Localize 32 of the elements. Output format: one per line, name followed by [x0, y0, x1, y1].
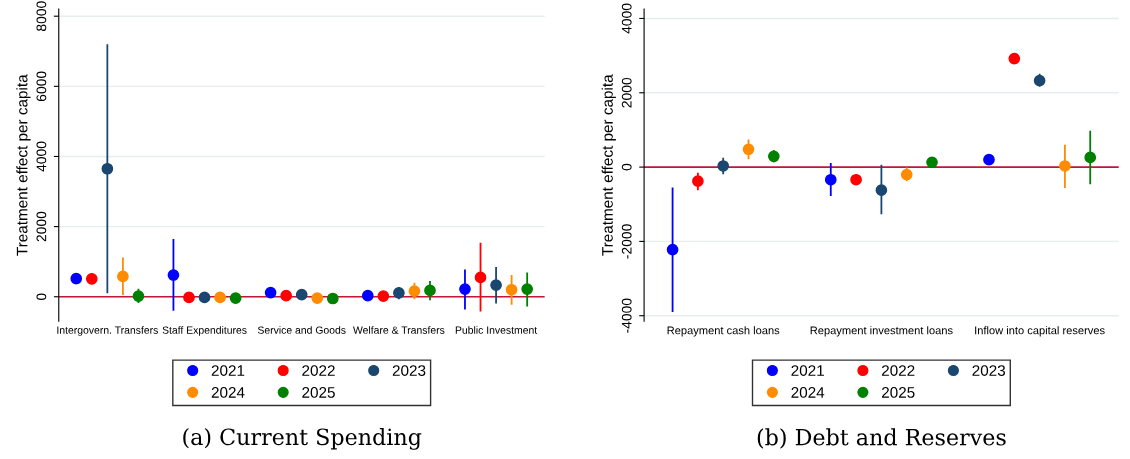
y-tick-label: 0 — [36, 293, 47, 301]
y-tick-label: 2000 — [621, 77, 632, 108]
y-tick-label: 2000 — [36, 211, 47, 242]
y-tick-label: 8000 — [36, 1, 47, 32]
text: (b) Debt and Reserves — [757, 428, 1006, 449]
y-tick-label: 0 — [621, 163, 632, 171]
legend-label: 2024 — [791, 387, 825, 398]
legend-label: 2024 — [211, 387, 245, 398]
legend-label: 2021 — [211, 365, 245, 376]
y-axis-title: Treatment effect per capita — [601, 74, 616, 256]
x-tick-label: Staff Expenditures — [162, 326, 247, 336]
x-tick-label: Inflow into capital reserves — [975, 326, 1105, 337]
x-tick-label: Service and Goods — [257, 326, 346, 334]
x-tick-label: Public Investment — [455, 326, 538, 334]
legend-label: 2022 — [881, 365, 915, 376]
y-tick-label: 4000 — [36, 141, 47, 172]
y-tick-label: 6000 — [36, 71, 47, 102]
y-tick-label: 4000 — [621, 3, 632, 34]
text: (a) Current Spending — [183, 428, 422, 450]
y-tick-label: -4000 — [621, 298, 632, 333]
legend-label: 2025 — [302, 387, 335, 398]
y-tick-label: -2000 — [621, 224, 632, 259]
y-axis-title: Treatment effect per capita — [16, 74, 31, 256]
x-tick-label: Intergovern. Transfers — [57, 326, 158, 336]
x-tick-label: Repayment cash loans — [667, 326, 780, 337]
x-tick-label: Welfare & Transfers — [353, 326, 445, 334]
legend-label: 2025 — [881, 387, 915, 398]
x-tick-label: Repayment investment loans — [810, 326, 953, 337]
legend-label: 2021 — [791, 365, 824, 376]
legend-label: 2022 — [302, 365, 335, 376]
legend-label: 2023 — [392, 365, 426, 376]
legend-label: 2023 — [972, 365, 1006, 376]
